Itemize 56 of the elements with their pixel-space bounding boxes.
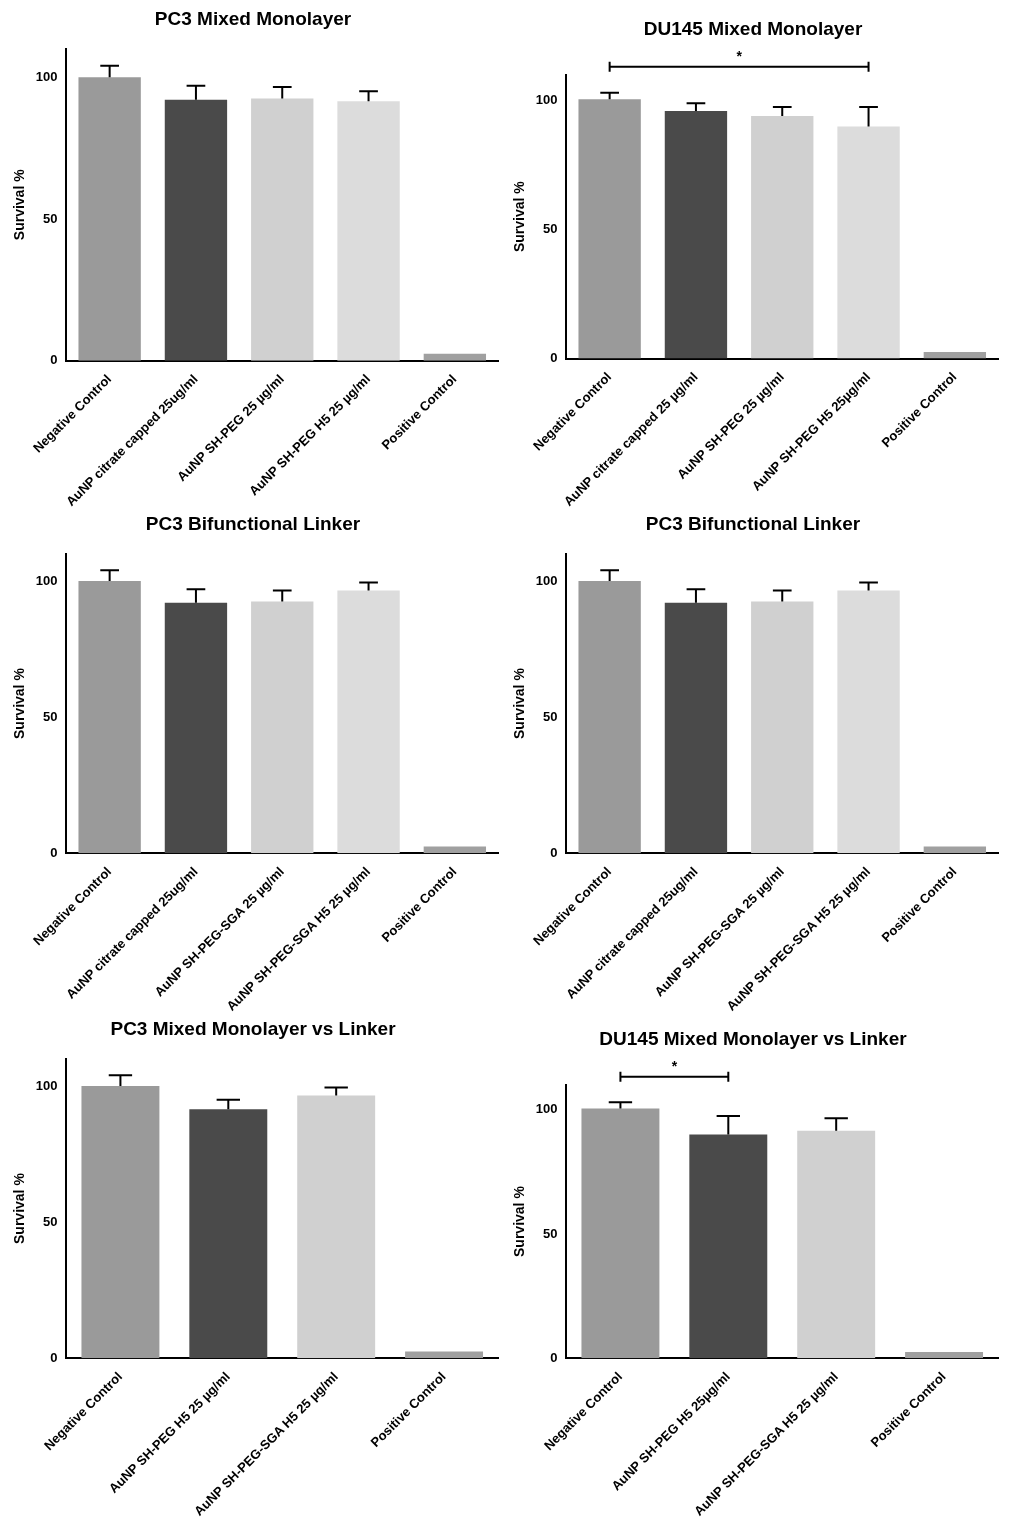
chart-title: PC3 Mixed Monolayer vs Linker bbox=[110, 1017, 397, 1039]
bar bbox=[251, 98, 314, 361]
y-tick-label: 0 bbox=[550, 1349, 558, 1365]
text: * bbox=[671, 1057, 678, 1074]
y-axis-title: Survival % bbox=[11, 1172, 28, 1244]
bar bbox=[689, 1134, 768, 1359]
y-tick-label: 100 bbox=[35, 572, 58, 588]
y-tick-label: 50 bbox=[43, 708, 58, 724]
y-axis-title: Survival % bbox=[11, 168, 28, 241]
y-tick-label: 0 bbox=[50, 352, 58, 368]
chart-title: DU145 Mixed Monolayer vs Linker bbox=[599, 1027, 908, 1049]
bar bbox=[164, 602, 228, 854]
y-tick-label: 50 bbox=[543, 221, 558, 237]
bar bbox=[751, 116, 814, 359]
bar bbox=[78, 581, 141, 854]
bar bbox=[664, 602, 728, 854]
y-axis-title: Survival % bbox=[511, 667, 528, 739]
bar bbox=[81, 1086, 160, 1359]
y-tick-label: 0 bbox=[50, 844, 58, 860]
bar bbox=[578, 99, 641, 359]
bar bbox=[664, 110, 728, 359]
bar bbox=[837, 590, 900, 854]
bar bbox=[751, 601, 814, 854]
bar bbox=[578, 581, 641, 854]
y-tick-label: 0 bbox=[50, 1349, 58, 1365]
bar bbox=[837, 126, 900, 359]
bar bbox=[797, 1130, 876, 1359]
bar bbox=[905, 1352, 984, 1359]
y-tick-label: 0 bbox=[550, 350, 558, 366]
bar bbox=[923, 352, 987, 359]
bar bbox=[337, 101, 400, 361]
y-tick-label: 100 bbox=[35, 1077, 58, 1093]
y-axis-title: Survival % bbox=[511, 1185, 528, 1257]
y-tick-label: 100 bbox=[535, 1101, 558, 1117]
bar bbox=[337, 590, 400, 854]
y-tick-label: 100 bbox=[535, 92, 558, 108]
bar bbox=[581, 1108, 660, 1359]
y-tick-label: 0 bbox=[550, 844, 558, 860]
y-axis-title: Survival % bbox=[511, 180, 528, 253]
bar bbox=[189, 1109, 268, 1359]
y-axis-title: Survival % bbox=[11, 667, 28, 739]
y-tick-label: 50 bbox=[543, 708, 558, 724]
bar bbox=[164, 99, 228, 361]
bar bbox=[78, 77, 141, 361]
chart-title: DU145 Mixed Monolayer bbox=[643, 17, 863, 39]
bar bbox=[251, 601, 314, 854]
y-tick-label: 50 bbox=[43, 210, 58, 226]
y-tick-label: 50 bbox=[43, 1213, 58, 1229]
y-tick-label: 50 bbox=[543, 1225, 558, 1241]
bar bbox=[297, 1095, 376, 1359]
chart-title: PC3 Bifunctional Linker bbox=[645, 512, 861, 534]
chart-title: PC3 Bifunctional Linker bbox=[145, 512, 361, 534]
y-tick-label: 100 bbox=[535, 572, 558, 588]
chart-title: PC3 Mixed Monolayer bbox=[154, 7, 352, 29]
y-tick-label: 100 bbox=[35, 68, 58, 84]
text: * bbox=[736, 47, 743, 64]
